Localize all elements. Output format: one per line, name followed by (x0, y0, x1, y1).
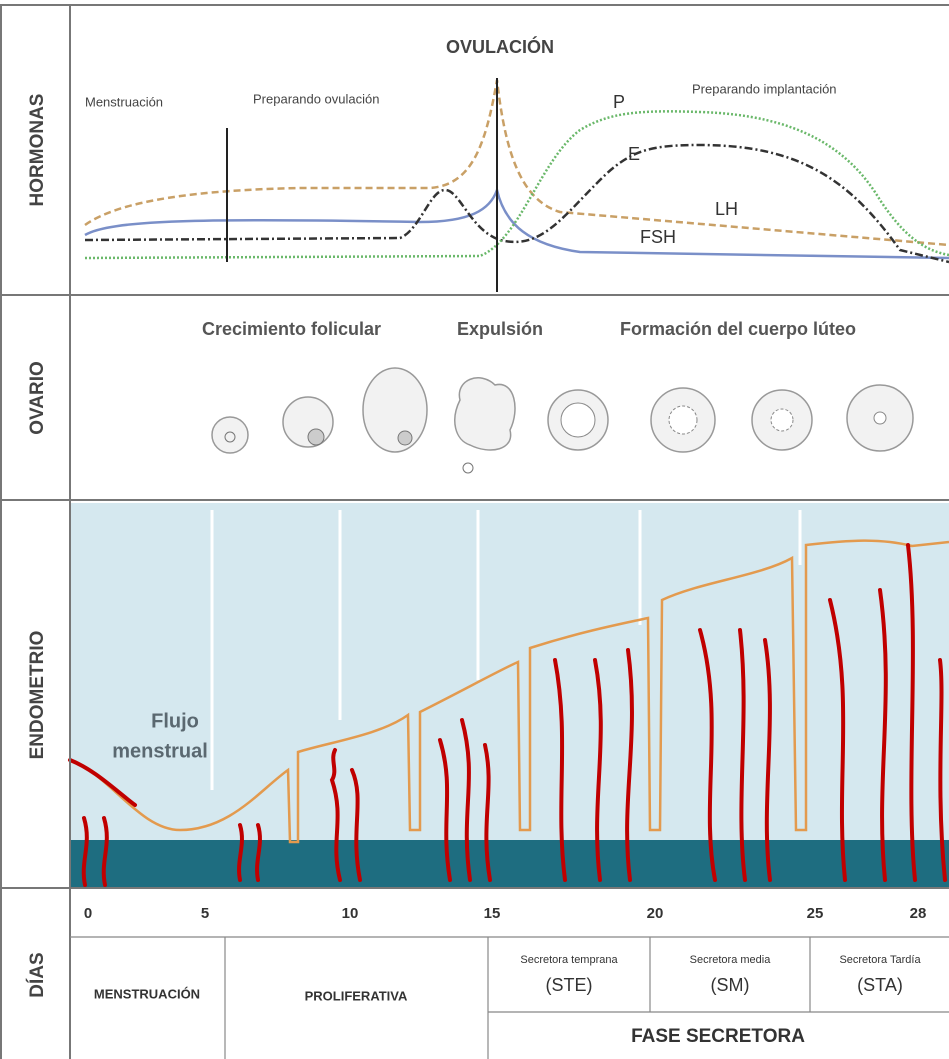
phase-cell: PROLIFERATIVA (305, 988, 408, 1003)
phase-cell: Secretora temprana (520, 954, 618, 966)
phase-label: Menstruación (85, 94, 163, 109)
section-label: OVARIO (27, 361, 48, 435)
day-label: 28 (910, 905, 927, 922)
day-label: 0 (84, 905, 92, 922)
fsh-curve (84, 185, 949, 260)
flow-label: Flujo (151, 710, 199, 732)
day-label: 10 (342, 905, 359, 922)
follicles (211, 367, 914, 474)
ovary-label: Crecimiento folicular (202, 319, 381, 339)
ovulation-title: OVULACIÓN (446, 36, 554, 57)
e-curve (84, 143, 949, 264)
phase-label: Preparando implantación (692, 81, 837, 96)
phase-abbr: (SM) (711, 975, 750, 995)
endometrium-outline (69, 539, 949, 844)
phase-cell: MENSTRUACIÓN (94, 986, 200, 1001)
section-label: HORMONAS (27, 94, 48, 207)
ovary-label: Formación del cuerpo lúteo (620, 319, 856, 339)
phase-label: Preparando ovulación (253, 91, 379, 106)
section-label: ENDOMETRIO (27, 631, 48, 760)
day-label: 25 (807, 905, 824, 922)
flow-label: menstrual (112, 740, 208, 762)
day-ticks: 0 5 10 15 20 25 28 (84, 905, 927, 922)
day-label: 15 (484, 905, 501, 922)
p-curve (84, 110, 949, 260)
day-label: 20 (647, 905, 664, 922)
section-label: DÍAS (26, 952, 48, 997)
curve-label: P (613, 92, 625, 112)
phase-abbr: (STA) (857, 975, 903, 995)
dividers (210, 510, 802, 790)
vessels (68, 543, 947, 887)
ovary-label: Expulsión (457, 319, 543, 339)
curve-label: E (628, 144, 640, 164)
curve-label: FSH (640, 227, 676, 247)
lh-curve (84, 79, 949, 247)
group-label: FASE SECRETORA (631, 1026, 805, 1047)
phase-abbr: (STE) (546, 975, 593, 995)
curve-label: LH (715, 199, 738, 219)
phase-cell: Secretora media (690, 954, 772, 966)
endometrium-bg (70, 503, 949, 888)
day-label: 5 (201, 905, 209, 922)
grid (0, 4, 949, 1059)
basal-layer (70, 840, 949, 888)
phase-cell: Secretora Tardía (839, 954, 921, 966)
